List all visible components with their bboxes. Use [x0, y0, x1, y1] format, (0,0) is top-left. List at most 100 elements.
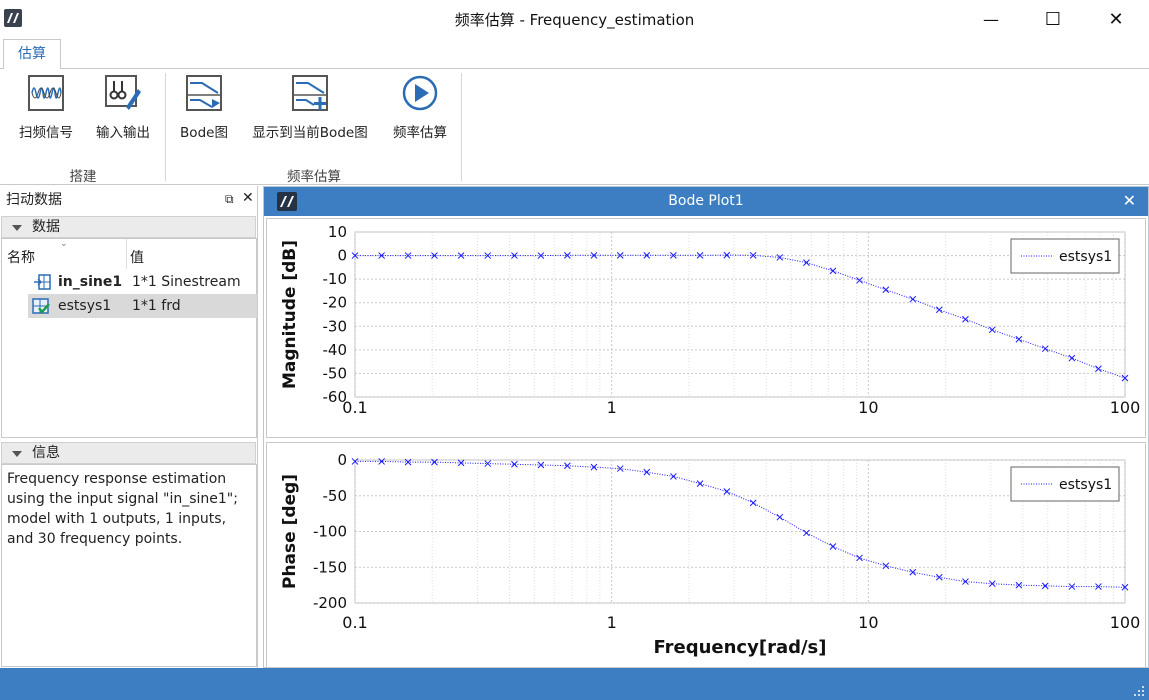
maximize-button[interactable]: ☐: [1024, 0, 1082, 38]
data-point: [1041, 345, 1049, 353]
x-tick-label: 1: [607, 398, 617, 417]
column-header-value[interactable]: 值: [130, 250, 144, 266]
input-output-icon: [105, 75, 141, 110]
info-text: Frequency response estimation using the …: [1, 464, 257, 667]
close-button[interactable]: ✕: [1087, 0, 1145, 38]
x-tick-label: 10: [858, 613, 878, 632]
data-point: [564, 251, 571, 259]
show-bode-button[interactable]: 显示到当前Bode图: [244, 75, 376, 141]
y-tick-label: -60: [323, 388, 348, 406]
data-point: [1041, 582, 1049, 590]
section-info-header[interactable]: 信息: [1, 442, 256, 464]
y-tick-label: -50: [323, 364, 348, 382]
data-point: [1068, 354, 1076, 362]
bode-plot-icon: [186, 75, 222, 111]
input-output-label: 输入输出: [96, 125, 150, 141]
data-point: [484, 252, 492, 259]
data-point: [882, 562, 890, 570]
bode-titlebar: Bode Plot1 ✕: [264, 187, 1148, 216]
sweep-signal-button[interactable]: 扫频信号: [10, 75, 82, 141]
item-name: estsys1: [58, 298, 112, 314]
group-separator: [165, 73, 166, 181]
frequency-estimate-button[interactable]: 频率估算: [386, 75, 454, 141]
y-axis-label: Phase [deg]: [280, 474, 300, 589]
data-point: [431, 252, 438, 259]
item-value: 1*1 Sinestream: [132, 274, 241, 290]
y-axis-label: Magnitude [dB]: [280, 240, 300, 389]
x-tick-label: 100: [1110, 398, 1141, 417]
data-point: [1015, 335, 1023, 343]
data-point: [670, 473, 677, 480]
item-value: 1*1 frd: [132, 298, 181, 314]
data-point: [776, 513, 784, 521]
x-tick-label: 0.1: [342, 398, 367, 417]
data-point: [829, 543, 837, 550]
data-point: [1121, 583, 1129, 591]
list-item[interactable]: estsys1 1*1 frd: [28, 294, 257, 318]
plot-area: [354, 231, 1126, 398]
collapse-icon: [12, 451, 22, 457]
close-panel-icon[interactable]: ✕: [242, 190, 254, 206]
data-point: [803, 529, 810, 537]
data-point: [909, 295, 917, 303]
data-point: [829, 267, 837, 275]
data-point: [431, 458, 438, 466]
y-tick-label: -40: [323, 341, 348, 359]
window-titlebar: 频率估算 - Frequency_estimation — ☐ ✕: [0, 0, 1149, 38]
data-point: [378, 458, 385, 465]
signal-icon: [34, 274, 51, 290]
y-tick-label: -10: [323, 270, 348, 288]
tab-estimate[interactable]: 估算: [3, 39, 61, 70]
data-point: [882, 286, 890, 294]
bode-label: Bode图: [180, 125, 228, 141]
data-point: [1015, 581, 1023, 589]
column-header-name[interactable]: 名称: [7, 250, 35, 266]
data-point: [590, 251, 598, 259]
group-separator: [461, 73, 462, 181]
data-point: [776, 254, 784, 261]
panel-title: 扫动数据: [6, 192, 62, 208]
list-item[interactable]: in_sine1 1*1 Sinestream: [28, 270, 257, 294]
data-point: [988, 326, 996, 334]
collapse-icon: [12, 225, 22, 231]
section-data-header[interactable]: 数据: [1, 216, 256, 238]
group-label-build: 搭建: [69, 169, 97, 185]
data-point: [988, 580, 996, 588]
sweep-signal-icon: [28, 75, 64, 111]
x-tick-label: 10: [858, 398, 878, 417]
frequency-estimate-label: 频率估算: [393, 125, 447, 141]
magnitude-plot-frame: 10 0 -10 -20 -30 -40 -50 -60 0.1 1 10 100 Magnitude …: [266, 218, 1146, 438]
bode-button[interactable]: Bode图: [172, 75, 236, 141]
data-point: [404, 252, 412, 259]
data-point: [803, 259, 810, 266]
app-logo-icon: [277, 192, 297, 211]
ribbon-tab-bar: 估算: [0, 38, 1149, 70]
float-panel-icon[interactable]: ⧉: [225, 192, 234, 206]
data-point: [537, 252, 545, 259]
frd-model-icon: [32, 298, 50, 314]
play-icon: [402, 75, 438, 111]
data-point: [484, 460, 492, 467]
data-point: [590, 463, 598, 471]
input-output-button[interactable]: 输入输出: [88, 75, 158, 141]
data-point: [1095, 583, 1102, 590]
x-axis-label: Frequency[rad/s]: [653, 637, 826, 658]
data-point: [511, 252, 518, 259]
minimize-icon: —: [983, 9, 999, 29]
y-tick-label: 10: [328, 223, 347, 241]
y-tick-label: -30: [323, 317, 348, 335]
legend-label: estsys1: [1059, 477, 1112, 493]
data-point: [749, 251, 757, 259]
data-point: [935, 306, 943, 314]
data-point: [643, 251, 651, 259]
data-point: [1068, 583, 1076, 590]
ribbon: 扫频信号 输入输出 搭建 Bode图 显示到当前Bode图: [0, 69, 1149, 185]
resize-grip-icon[interactable]: [1133, 685, 1145, 697]
close-icon[interactable]: ✕: [1122, 191, 1136, 210]
maximize-icon: ☐: [1044, 8, 1062, 30]
x-tick-label: 0.1: [342, 613, 367, 632]
show-bode-label: 显示到当前Bode图: [252, 125, 368, 141]
y-tick-label: -200: [313, 594, 347, 612]
minimize-button[interactable]: —: [962, 0, 1020, 38]
